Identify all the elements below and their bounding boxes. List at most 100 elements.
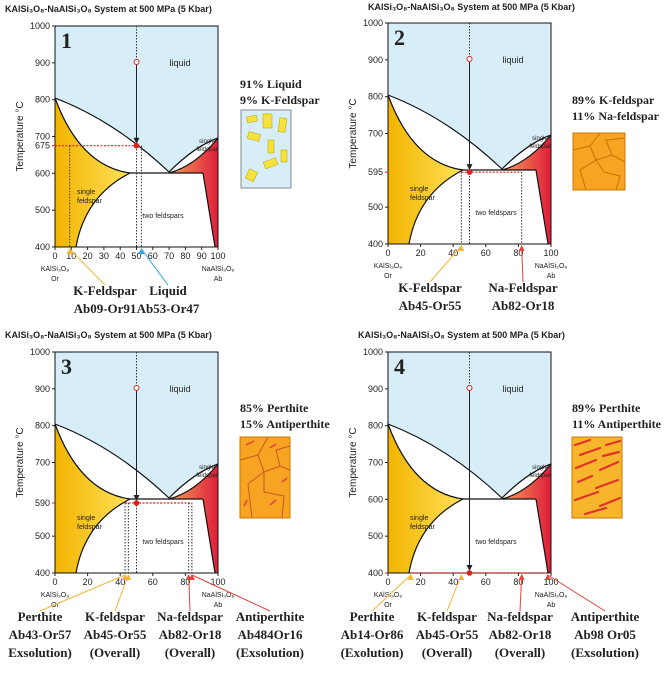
- y-tick-label: 400: [368, 239, 383, 249]
- y-tick-label: 700: [35, 458, 50, 468]
- x-tick-label: 90: [197, 251, 207, 261]
- annotation-label: Ab43-Or57: [9, 627, 72, 642]
- phase-summary: 15% Antiperthite: [240, 417, 330, 431]
- region-liquid: liquid: [502, 55, 523, 65]
- x-tick-label: 20: [83, 577, 93, 587]
- end-member-left: Or: [384, 273, 392, 280]
- y-tick-label: 1000: [363, 347, 383, 357]
- y-tick-label: 500: [35, 531, 50, 541]
- annotation-label: Liquid: [149, 283, 187, 298]
- annotation-label: Ab82-Or18: [159, 627, 222, 642]
- start-point: [466, 385, 473, 391]
- y-tick-label: 595: [368, 167, 383, 177]
- current-point: [466, 169, 473, 175]
- y-tick-label: 800: [35, 95, 50, 105]
- x-tick-label: 60: [481, 577, 491, 587]
- y-tick-label: 900: [35, 58, 50, 68]
- x-tick-label: 60: [481, 248, 491, 258]
- x-tick-label: 20: [83, 251, 93, 261]
- annotation-label: Na-feldspar: [157, 609, 223, 624]
- crystal-perthite: [239, 436, 291, 519]
- panel-title: KAlSi₃O₈-NaAlSi₃O₈ System at 500 MPa (5 …: [5, 4, 212, 14]
- end-member-left: Or: [51, 602, 59, 609]
- x-tick-label: 100: [210, 251, 225, 261]
- arrow-head: [407, 574, 414, 580]
- y-axis-label: Temperature °C: [348, 98, 359, 168]
- y-axis-label: Temperature °C: [15, 101, 26, 171]
- y-tick-label: 500: [368, 202, 383, 212]
- y-tick-label: 590: [35, 498, 50, 508]
- end-member-right: NaAlSi₃O₈: [202, 266, 235, 273]
- x-tick-label: 0: [385, 248, 390, 258]
- annotation-arrow: [519, 574, 523, 612]
- x-tick-label: 80: [180, 577, 190, 587]
- annotation-label: (Exsolution): [571, 645, 639, 660]
- annotation-label: Ab82-Or18: [492, 298, 555, 313]
- annotation-label: Exsolution): [8, 645, 72, 660]
- phase-diagram: 3 400 500 590 700 800 900 1000 0 20 40 60 80 100 Tempe…: [8, 347, 304, 660]
- start-point: [133, 385, 140, 391]
- annotation-label: (Overall): [90, 645, 141, 660]
- annotation-label: (Exolution): [341, 645, 404, 660]
- annotation-arrow: [188, 574, 191, 612]
- region-liquid: liquid: [169, 384, 190, 394]
- panel-title: KAlSi₃O₈-NaAlSi₃O₈ System at 500 MPa (5 …: [5, 330, 212, 340]
- y-tick-label: 1000: [30, 347, 50, 357]
- region-two: two feldspars: [142, 539, 184, 546]
- annotation-arrow: [140, 248, 169, 286]
- x-tick-label: 70: [164, 251, 174, 261]
- x-tick-label: 60: [148, 577, 158, 587]
- x-tick-label: 50: [131, 251, 141, 261]
- x-tick-label: 60: [148, 251, 158, 261]
- y-tick-label: 1000: [363, 18, 383, 28]
- annotation-label: (Exsolution): [236, 645, 304, 660]
- phase-summary: 91% Liquid: [240, 77, 302, 91]
- arrow-head: [125, 574, 132, 580]
- phase-summary: 11% Antiperthite: [572, 417, 662, 431]
- annotation-label: Na-feldspar: [487, 609, 553, 624]
- annotation-label: Ab82-Or18: [489, 627, 552, 642]
- x-tick-label: 20: [416, 577, 426, 587]
- annotation-label: Ab45-Or55: [84, 627, 147, 642]
- crystal-sketches: [239, 109, 626, 519]
- x-tick-label: 0: [385, 577, 390, 587]
- phase-diagram: 2 400 500 595 700 800 900 1000 0 20 40 60 80 100 Tempe…: [348, 18, 567, 313]
- panel-title: KAlSi₃O₈-NaAlSi₃O₈ System at 500 MPa (5 …: [358, 330, 565, 340]
- region-liquid: liquid: [169, 58, 190, 68]
- y-tick-label: 800: [368, 421, 383, 431]
- arrow-head: [518, 574, 525, 580]
- annotation-label: Antiperthite: [236, 609, 305, 624]
- end-member-right: Ab: [547, 273, 556, 280]
- annotation-arrow: [69, 248, 106, 286]
- end-member-left: KAlSi₃O₈: [41, 592, 69, 599]
- region-single-left: single: [77, 189, 95, 196]
- annotation-label: Perthite: [350, 609, 395, 624]
- y-tick-label: 600: [35, 168, 50, 178]
- panel-number: 2: [394, 25, 405, 50]
- region-single-right: feldspar: [196, 473, 217, 479]
- y-tick-label: 900: [368, 55, 383, 65]
- crystal-feldspars: [572, 132, 626, 191]
- region-single-right: single: [532, 136, 548, 142]
- x-tick-label: 0: [52, 251, 57, 261]
- panel-title: KAlSi₃O₈-NaAlSi₃O₈ System at 500 MPa (5 …: [368, 2, 575, 12]
- arrow-head: [458, 245, 465, 251]
- y-tick-label: 675: [35, 141, 50, 151]
- x-tick-label: 80: [513, 248, 523, 258]
- x-tick-label: 80: [180, 251, 190, 261]
- x-tick-label: 100: [543, 577, 558, 587]
- annotation-arrow: [547, 574, 606, 612]
- arrow-head: [66, 248, 73, 254]
- y-tick-label: 900: [35, 384, 50, 394]
- y-axis-label: Temperature °C: [15, 427, 26, 497]
- panel-number: 1: [61, 28, 72, 53]
- region-single-right: feldspar: [196, 147, 217, 153]
- annotation-arrow: [191, 574, 271, 612]
- annotation-label: Ab09-Or91: [74, 301, 137, 316]
- annotation-label: Ab45-Or55: [399, 298, 462, 313]
- annotation-label: K-feldspar: [85, 609, 145, 624]
- annotation-arrow: [114, 574, 129, 612]
- annotation-label: Perthite: [18, 609, 63, 624]
- end-member-right: NaAlSi₃O₈: [535, 263, 568, 270]
